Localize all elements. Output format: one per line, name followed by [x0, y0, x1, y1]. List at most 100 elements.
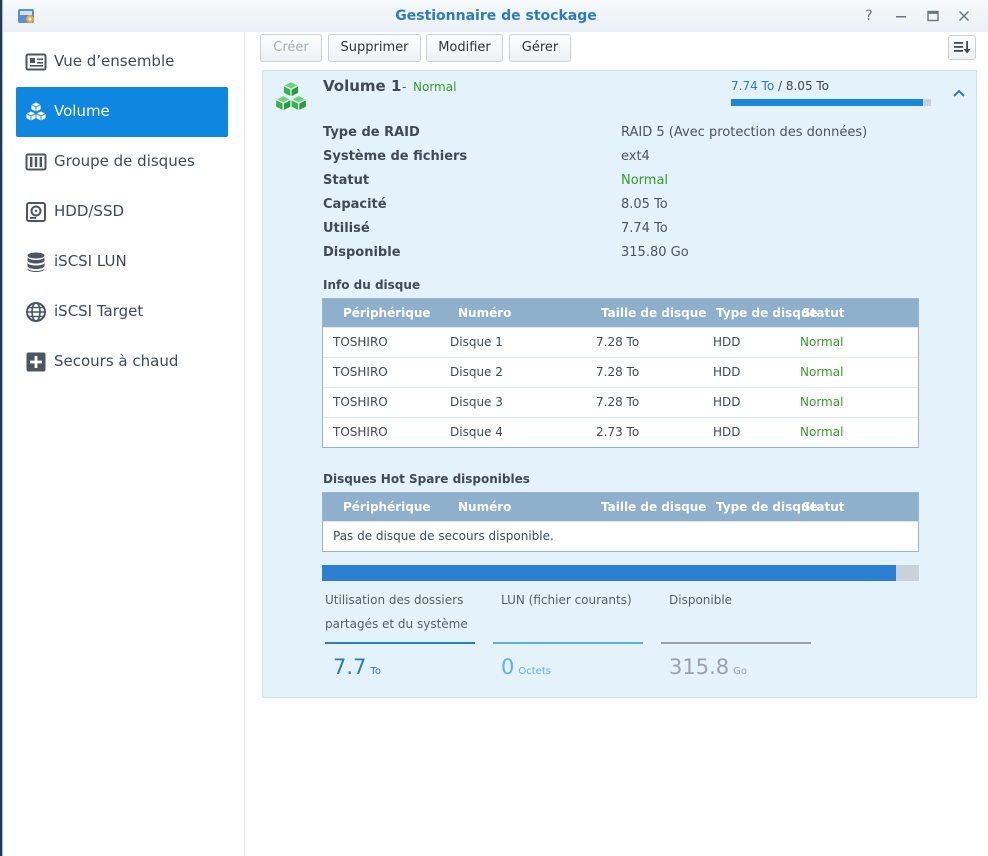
- storage-usage-fill: [322, 565, 896, 581]
- sidebar-item-overview[interactable]: Vue d’ensemble: [16, 37, 228, 87]
- minimize-icon: [896, 16, 906, 18]
- cell-device: TOSHIRO: [333, 365, 388, 379]
- chevron-up-icon[interactable]: [951, 85, 967, 101]
- stat-number: 0: [501, 655, 515, 679]
- cell-size: 7.28 To: [596, 365, 640, 379]
- create-button[interactable]: Créer: [260, 34, 322, 62]
- column-header-number[interactable]: Numéro: [458, 500, 512, 514]
- volume-usage-fill: [731, 99, 923, 106]
- volume-name: Volume 1: [323, 77, 402, 95]
- minimize-button[interactable]: [891, 6, 911, 26]
- close-button[interactable]: [954, 6, 974, 26]
- manage-button[interactable]: Gérer: [509, 34, 571, 62]
- cell-size: 7.28 To: [596, 395, 640, 409]
- prop-label-used: Utilisé: [323, 221, 370, 236]
- stat-underline: [661, 642, 811, 644]
- sidebar-item-label: Vue d’ensemble: [54, 52, 175, 70]
- column-header-type[interactable]: Type de disque: [716, 306, 818, 320]
- cell-number: Disque 2: [450, 365, 503, 379]
- stat-unit: Go: [733, 666, 747, 677]
- prop-label-available: Disponible: [323, 245, 401, 260]
- cell-status: Normal: [800, 335, 844, 349]
- column-header-device[interactable]: Périphérique: [343, 500, 431, 514]
- sidebar-item-disk-group[interactable]: Groupe de disques: [16, 137, 228, 187]
- column-header-number[interactable]: Numéro: [458, 306, 512, 320]
- stat-underline: [325, 642, 475, 644]
- prop-value-used: 7.74 To: [621, 221, 668, 236]
- prop-value-status: Normal: [621, 173, 669, 188]
- title-bar[interactable]: Gestionnaire de stockage ?: [3, 0, 988, 32]
- sidebar-item-volume[interactable]: Volume: [16, 87, 228, 137]
- sidebar-item-label: Volume: [54, 102, 110, 120]
- prop-label-status: Statut: [323, 173, 370, 188]
- table-row[interactable]: TOSHIRO Disque 1 7.28 To HDD Normal: [323, 327, 918, 357]
- table-empty-row: Pas de disque de secours disponible.: [323, 521, 918, 551]
- cell-type: HDD: [713, 365, 741, 379]
- cell-number: Disque 1: [450, 335, 503, 349]
- modify-button[interactable]: Modifier: [426, 34, 503, 62]
- cell-status: Normal: [800, 365, 844, 379]
- sidebar-item-label: Groupe de disques: [54, 152, 195, 170]
- sidebar-item-iscsi-lun[interactable]: iSCSI LUN: [16, 237, 228, 287]
- volume-total: 8.05 To: [785, 79, 830, 93]
- stat-shared-folders: Utilisation des dossiers partagés et du …: [325, 588, 475, 679]
- column-header-type[interactable]: Type de disque: [716, 500, 818, 514]
- prop-value-available: 315.80 Go: [621, 245, 689, 260]
- delete-button[interactable]: Supprimer: [328, 34, 421, 62]
- table-header: Périphérique Numéro Taille de disque Typ…: [323, 493, 918, 521]
- column-header-size[interactable]: Taille de disque: [601, 306, 707, 320]
- cell-size: 7.28 To: [596, 335, 640, 349]
- column-header-status[interactable]: Statut: [802, 500, 845, 514]
- cell-device: TOSHIRO: [333, 425, 388, 439]
- sidebar-item-hot-spare[interactable]: Secours à chaud: [16, 337, 228, 387]
- stat-unit: Octets: [518, 666, 551, 677]
- sidebar-item-hdd-ssd[interactable]: HDD/SSD: [16, 187, 228, 237]
- column-header-device[interactable]: Périphérique: [343, 306, 431, 320]
- prop-value-filesystem: ext4: [621, 149, 650, 164]
- sort-button[interactable]: [948, 35, 976, 60]
- stat-label-line2: LUN (fichier courants): [501, 593, 632, 607]
- stat-label-line2: partagés et du système: [325, 617, 468, 631]
- stat-available: Disponible 315.8 Go: [661, 588, 811, 679]
- cell-type: HDD: [713, 395, 741, 409]
- main-content: Créer Supprimer Modifier Gérer: [245, 32, 988, 856]
- sidebar-item-iscsi-target[interactable]: iSCSI Target: [16, 287, 228, 337]
- stat-value: 315.8 Go: [669, 655, 747, 679]
- hot-spare-table: Périphérique Numéro Taille de disque Typ…: [322, 492, 919, 552]
- stat-underline: [493, 642, 643, 644]
- disk-info-title: Info du disque: [323, 278, 421, 292]
- prop-value-raid-type: RAID 5 (Avec protection des données): [621, 125, 868, 140]
- volume-status-separator: -: [402, 80, 407, 94]
- table-row[interactable]: TOSHIRO Disque 2 7.28 To HDD Normal: [323, 357, 918, 387]
- maximize-icon: [927, 10, 939, 22]
- storage-manager-app-icon: [18, 9, 34, 23]
- column-header-status[interactable]: Statut: [802, 306, 845, 320]
- column-header-size[interactable]: Taille de disque: [601, 500, 707, 514]
- hot-spare-plus-icon: [26, 352, 46, 372]
- stat-value: 0 Octets: [501, 655, 551, 679]
- overview-card-icon: [25, 53, 47, 71]
- stat-label-line2: Disponible: [669, 593, 733, 607]
- stat-unit: To: [370, 666, 381, 677]
- cell-device: TOSHIRO: [333, 335, 388, 349]
- volume-panel: Volume 1 - Normal 7.74 To / 8.05 To Type…: [262, 70, 977, 698]
- sidebar-item-label: Secours à chaud: [54, 352, 179, 370]
- stat-lun: LUN (fichier courants) 0 Octets: [493, 588, 643, 679]
- globe-icon: [26, 302, 46, 322]
- cell-device: TOSHIRO: [333, 395, 388, 409]
- cell-number: Disque 4: [450, 425, 503, 439]
- help-button[interactable]: ?: [865, 8, 873, 24]
- prop-label-capacity: Capacité: [323, 197, 387, 212]
- table-row[interactable]: TOSHIRO Disque 3 7.28 To HDD Normal: [323, 387, 918, 417]
- cell-number: Disque 3: [450, 395, 503, 409]
- volume-cubes-icon: [274, 80, 308, 112]
- cell-status: Normal: [800, 395, 844, 409]
- volume-status: Normal: [413, 80, 457, 94]
- window-title: Gestionnaire de stockage: [395, 8, 597, 24]
- table-row[interactable]: TOSHIRO Disque 4 2.73 To HDD Normal: [323, 417, 918, 447]
- cell-type: HDD: [713, 335, 741, 349]
- maximize-button[interactable]: [923, 6, 943, 26]
- volume-cubes-icon: [25, 101, 47, 122]
- sort-icon: [954, 41, 971, 54]
